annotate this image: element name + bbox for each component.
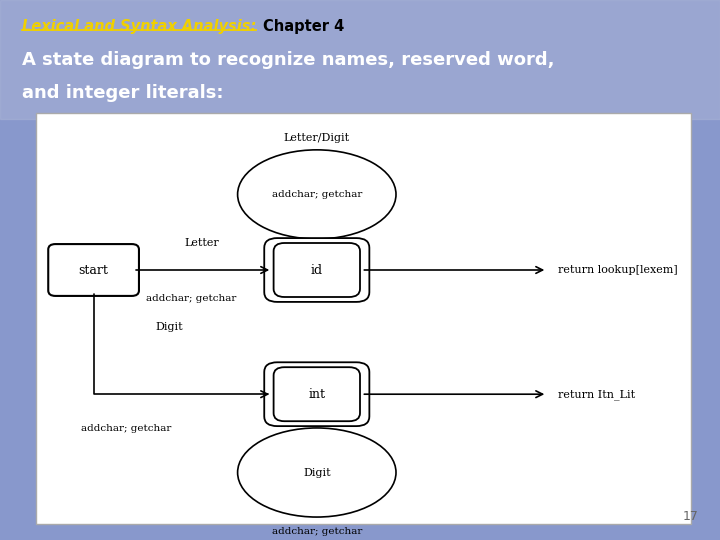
Text: return Itn_Lit: return Itn_Lit [558, 389, 635, 400]
FancyBboxPatch shape [36, 113, 691, 524]
FancyBboxPatch shape [264, 362, 369, 426]
Text: int: int [308, 388, 325, 401]
Text: addchar; getchar: addchar; getchar [145, 294, 236, 303]
Text: addchar; getchar: addchar; getchar [271, 190, 362, 199]
Text: start: start [78, 264, 109, 276]
Text: 17: 17 [683, 510, 698, 523]
Text: return lookup[lexem]: return lookup[lexem] [558, 265, 678, 275]
Text: Letter: Letter [184, 238, 219, 248]
FancyBboxPatch shape [264, 238, 369, 302]
Text: Lexical and Syntax Analysis:: Lexical and Syntax Analysis: [22, 19, 256, 34]
Text: Letter/Digit: Letter/Digit [284, 133, 350, 143]
FancyBboxPatch shape [48, 244, 139, 296]
Text: addchar; getchar: addchar; getchar [271, 526, 362, 536]
Text: A state diagram to recognize names, reserved word,: A state diagram to recognize names, rese… [22, 51, 554, 69]
Bar [0, 0, 720, 119]
Text: Chapter 4: Chapter 4 [263, 19, 344, 34]
Text: addchar; getchar: addchar; getchar [81, 424, 171, 433]
Text: and integer literals:: and integer literals: [22, 84, 223, 102]
FancyBboxPatch shape [274, 243, 360, 297]
FancyBboxPatch shape [274, 367, 360, 421]
Text: id: id [311, 264, 323, 276]
Text: Digit: Digit [156, 322, 183, 332]
Text: Digit: Digit [303, 468, 330, 477]
